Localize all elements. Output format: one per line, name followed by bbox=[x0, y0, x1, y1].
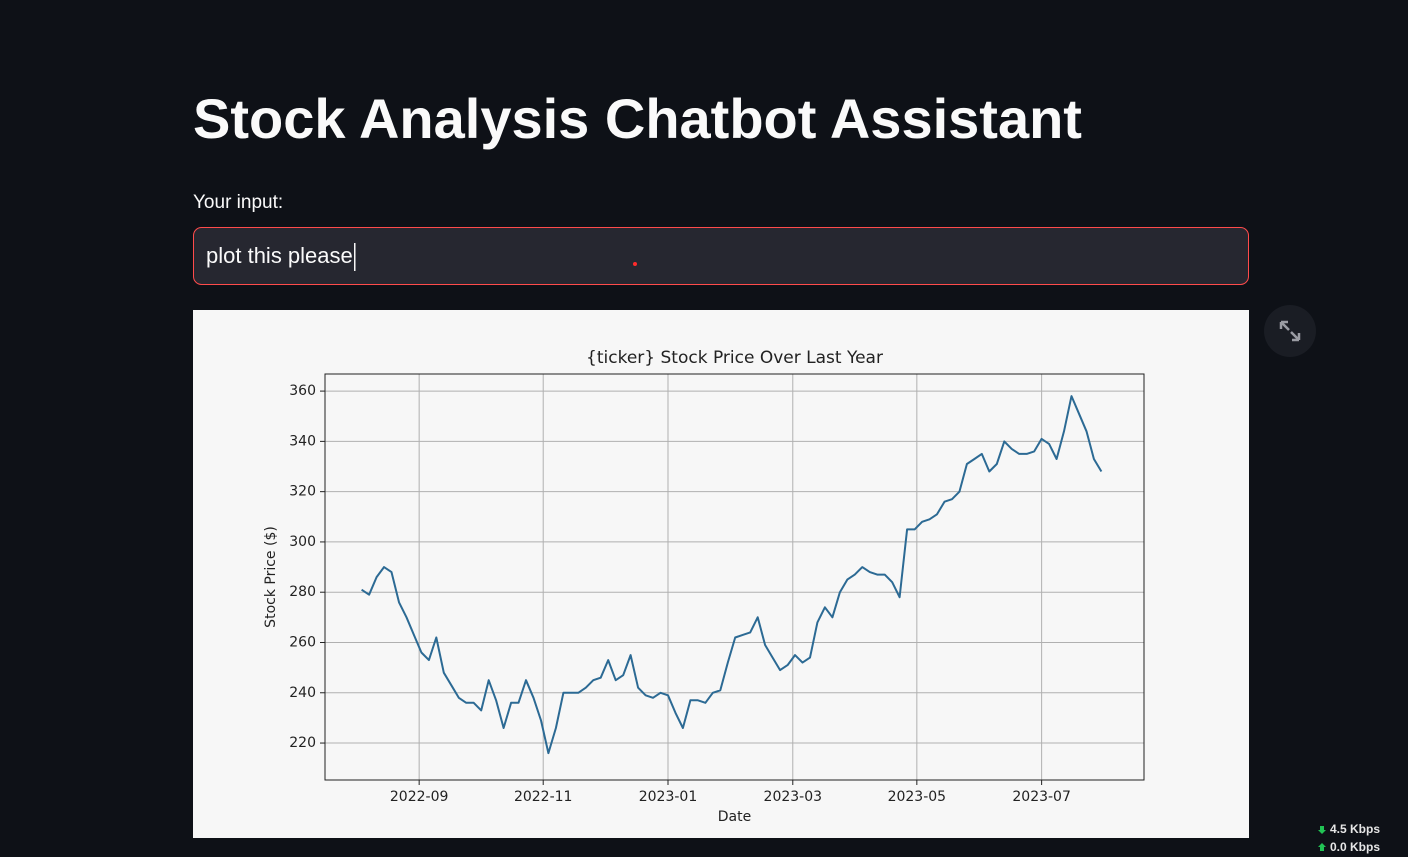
x-tick-label: 2023-03 bbox=[764, 789, 823, 805]
x-tick-label: 2023-01 bbox=[639, 789, 698, 805]
fullscreen-button[interactable] bbox=[1264, 305, 1316, 357]
chart-title: {ticker} Stock Price Over Last Year bbox=[586, 348, 883, 368]
up-arrow bbox=[1318, 843, 1326, 851]
down-arrow bbox=[1318, 826, 1326, 834]
upload-rate: 0.0 Kbps bbox=[1330, 840, 1380, 854]
y-tick-label: 280 bbox=[289, 584, 316, 600]
y-axis-label: Stock Price ($) bbox=[263, 526, 279, 628]
y-tick-label: 340 bbox=[289, 433, 316, 449]
plot-frame bbox=[324, 373, 1145, 781]
x-tick-label: 2023-05 bbox=[888, 789, 947, 805]
fullscreen-icon bbox=[1279, 320, 1301, 342]
x-axis-label: Date bbox=[718, 809, 751, 825]
input-value[interactable]: plot this please bbox=[206, 243, 353, 268]
page-title: Stock Analysis Chatbot Assistant bbox=[193, 87, 1082, 150]
download-rate: 4.5 Kbps bbox=[1330, 822, 1380, 836]
y-tick-label: 300 bbox=[289, 534, 316, 550]
y-tick-label: 240 bbox=[289, 685, 316, 701]
x-tick-label: 2023-07 bbox=[1012, 789, 1071, 805]
y-tick-label: 260 bbox=[289, 634, 316, 650]
text-input[interactable] bbox=[193, 227, 1249, 285]
x-tick-label: 2022-11 bbox=[514, 789, 573, 805]
dot bbox=[633, 262, 637, 266]
y-tick-label: 220 bbox=[289, 735, 316, 751]
x-tick-label: 2022-09 bbox=[390, 789, 449, 805]
input-label: Your input: bbox=[193, 192, 283, 213]
y-tick-label: 360 bbox=[289, 383, 316, 399]
price-line bbox=[361, 395, 1103, 755]
chart-image bbox=[193, 310, 1249, 838]
y-tick-label: 320 bbox=[289, 484, 316, 500]
